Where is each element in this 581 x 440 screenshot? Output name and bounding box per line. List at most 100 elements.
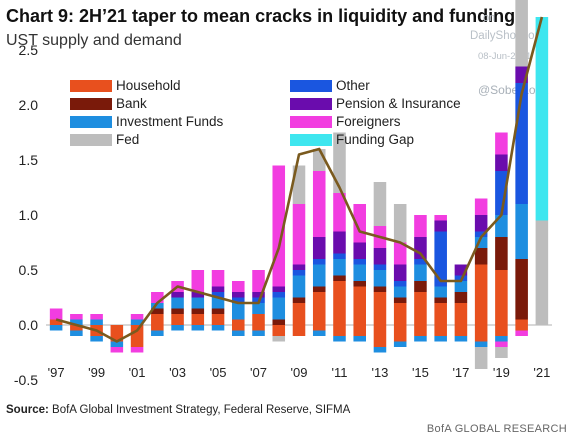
bar-bank [474,248,488,265]
bar-other [272,292,286,298]
bar-neg-household [333,325,346,336]
legend-label-household: Household [116,78,181,93]
bar-fed [373,182,387,226]
bar-household [474,264,488,325]
legend-label-pension_insurance: Pension & Insurance [336,96,461,111]
bar-pension_insurance [333,231,346,254]
bar-foreigners [130,314,144,320]
bar-household [191,314,205,325]
bar-household [151,314,164,325]
bar-investment_funds [495,215,508,237]
bar-foreigners [211,270,225,287]
source-text: BofA Global Investment Strategy, Federal… [48,404,351,416]
legend-label-foreigners: Foreigners [336,114,401,129]
bar-bank [151,308,164,314]
bar-neg-fed [495,347,508,358]
x-tick-label: '09 [291,365,308,380]
bar-neg-investment_funds [70,330,83,336]
bar-other [434,231,447,287]
legend-swatch-foreigners [290,116,332,128]
bar-neg-investment_funds [151,330,164,336]
bar-pension_insurance [495,154,508,171]
bar-fed [393,204,407,243]
chart-subtitle: UST supply and demand [6,32,182,49]
bar-pension_insurance [393,264,407,281]
bar-fed [333,132,346,193]
bar-investment_funds [414,264,427,281]
bar-investment_funds [232,303,245,320]
bar-neg-investment_funds [373,347,387,353]
bar-foreigners [312,171,326,237]
legend-label-funding_gap: Funding Gap [336,132,415,147]
bar-neg-investment_funds [191,325,205,331]
bar-bank [434,297,447,303]
bar-household [252,314,265,325]
bar-household [393,303,407,325]
bar-investment_funds [171,297,184,309]
bar-neg-investment_funds [454,336,468,342]
bar-investment_funds [292,275,306,298]
watermark-date: 08-Jun-2021 [478,51,532,62]
bar-neg-fed [272,336,286,342]
legend-label-investment_funds: Investment Funds [116,114,224,129]
bar-bank [333,275,346,281]
bar-investment_funds [515,204,528,259]
bar-investment_funds [191,297,205,309]
bar-bank [272,319,286,325]
bar-foreigners [252,270,265,292]
bar-household [49,319,63,325]
bar-foreigners [474,198,488,215]
watermark-handle: @SoberLook [478,83,549,97]
bar-investment_funds [312,264,326,287]
bar-bank [495,237,508,270]
bar-neg-foreigners [130,347,144,353]
bar-foreigners [434,215,447,221]
legend-swatch-pension_insurance [290,98,332,110]
bar-neg-investment_funds [393,341,407,347]
bar-foreigners [232,281,245,292]
x-tick-label: '19 [493,365,510,380]
bar-neg-household [70,325,83,331]
bar-other [414,259,427,265]
bar-investment_funds [272,297,286,320]
bar-neg-investment_funds [495,336,508,342]
bar-neg-household [353,325,366,336]
chart-title: Chart 9: 2H’21 taper to mean cracks in l… [6,6,516,26]
bar-investment_funds [252,303,265,314]
bar-neg-investment_funds [353,336,366,342]
bar-neg-investment_funds [49,325,63,331]
legend-swatch-household [70,80,112,92]
bar-pension_insurance [252,292,265,298]
bar-neg-investment_funds [232,330,245,336]
bar-other [232,297,245,303]
bar-neg-investment_funds [434,336,447,342]
legend-swatch-funding_gap [290,134,332,146]
bar-other [292,270,306,276]
bar-foreigners [90,314,103,320]
bar-household [495,270,508,325]
bar-bank [171,308,184,314]
bar-foreigners [495,132,508,155]
bar-bank [373,286,387,292]
bar-investment_funds [70,319,83,325]
bar-foreigners [49,308,63,320]
bar-neg-investment_funds [414,336,427,342]
x-tick-label: '21 [533,365,550,380]
bar-other [474,231,488,237]
bar-neg-investment_funds [333,336,346,342]
bar-neg-foreigners [110,347,124,353]
bar-pension_insurance [454,264,468,276]
bar-foreigners [333,193,346,232]
bar-neg-investment_funds [110,341,124,347]
y-tick-label: 3.0 [19,0,39,3]
bar-investment_funds [151,303,164,309]
legend-swatch-investment_funds [70,116,112,128]
bar-bank [353,281,366,287]
bar-household [232,319,245,325]
bar-neg-household [414,325,427,336]
bar-other [393,281,407,287]
bar-neg-investment_funds [171,325,184,331]
bar-neg-household [434,325,447,336]
legend-swatch-fed [70,134,112,146]
bar-bank [211,308,225,314]
